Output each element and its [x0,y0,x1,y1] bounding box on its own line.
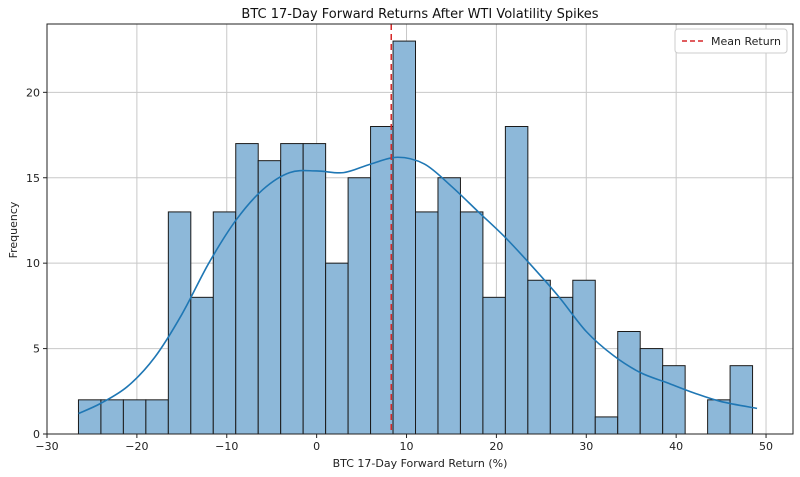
histogram-bar [280,143,304,435]
y-tick-label: 0 [33,428,40,441]
x-tick-label: 30 [579,440,593,453]
histogram-bar [100,399,124,435]
histogram-bars [77,40,754,435]
histogram-bar [370,126,394,435]
histogram-bar [190,296,214,435]
histogram-bar [347,177,372,435]
histogram-bar [325,262,349,435]
y-tick-label: 20 [26,86,40,99]
x-axis-label: BTC 17-Day Forward Return (%) [333,457,508,470]
kde-curve [78,156,758,415]
legend-mean-label: Mean Return [711,35,781,48]
x-tick-label: −30 [35,440,58,453]
histogram-bar [639,348,664,435]
histogram-bar [527,279,551,435]
histogram-bar [257,160,282,435]
histogram-bar [122,399,147,435]
y-axis-label: Frequency [7,201,20,258]
y-axis-ticks: 0 5 10 15 20 [26,86,47,441]
y-tick-label: 5 [33,343,40,356]
histogram-bar [459,211,484,435]
histogram-bar [415,211,439,435]
x-tick-label: −20 [125,440,148,453]
x-tick-label: 50 [759,440,773,453]
plot-frame [46,23,794,435]
histogram-bar [145,399,169,435]
histogram-bar [235,143,259,435]
legend: Mean Return [674,28,788,54]
histogram-bar [617,331,641,435]
histogram-bar [594,416,619,435]
x-axis-ticks: −30 −20 −10 0 10 20 30 40 50 [35,434,773,453]
x-tick-label: 10 [400,440,414,453]
y-tick-label: 15 [26,172,40,185]
y-tick-label: 10 [26,257,40,270]
histogram-bar [707,399,731,435]
histogram-bar [392,40,417,435]
histogram-bar [302,143,327,435]
chart-title: BTC 17-Day Forward Returns After WTI Vol… [241,7,598,22]
histogram-bar [729,365,754,435]
histogram-bar [482,296,506,435]
histogram-bar [504,126,529,435]
x-tick-label: 40 [669,440,683,453]
histogram-bar [549,296,574,435]
x-tick-label: 20 [489,440,503,453]
histogram-bar [662,365,686,435]
histogram-bar [212,211,237,435]
x-tick-label: −10 [215,440,238,453]
x-tick-label: 0 [313,440,320,453]
histogram-bar [572,279,596,435]
histogram-bar [167,211,192,435]
legend-box [674,28,788,54]
histogram-bar [437,177,461,435]
